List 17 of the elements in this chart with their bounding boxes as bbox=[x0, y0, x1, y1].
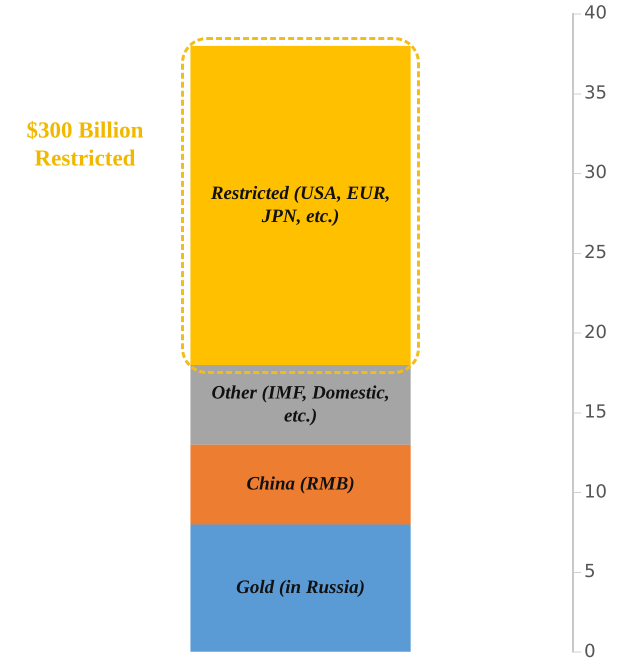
text: $300 Billion Restricted bbox=[26, 117, 144, 170]
bar bbox=[190, 444, 411, 525]
series-label: Gold (in Russia) bbox=[236, 577, 365, 598]
y-tick-label: 25 bbox=[584, 242, 607, 263]
bar bbox=[190, 524, 411, 652]
bar bbox=[190, 365, 411, 445]
y-tick-label: 40 bbox=[584, 2, 607, 24]
y-tick-label: 35 bbox=[584, 82, 607, 104]
y-tick-label: 20 bbox=[584, 322, 607, 343]
series-label: Restricted (USA, EUR, JPN, etc.) bbox=[210, 182, 390, 227]
series-label: China (RMB) bbox=[246, 474, 355, 495]
y-tick-label: 5 bbox=[584, 561, 596, 582]
series-label: Other (IMF, Domestic, etc.) bbox=[212, 382, 390, 426]
y-tick-label: 15 bbox=[584, 402, 607, 423]
y-tick-label: 10 bbox=[584, 481, 607, 502]
y-tick-label: 0 bbox=[584, 640, 596, 662]
y-tick-label: 30 bbox=[584, 162, 607, 184]
